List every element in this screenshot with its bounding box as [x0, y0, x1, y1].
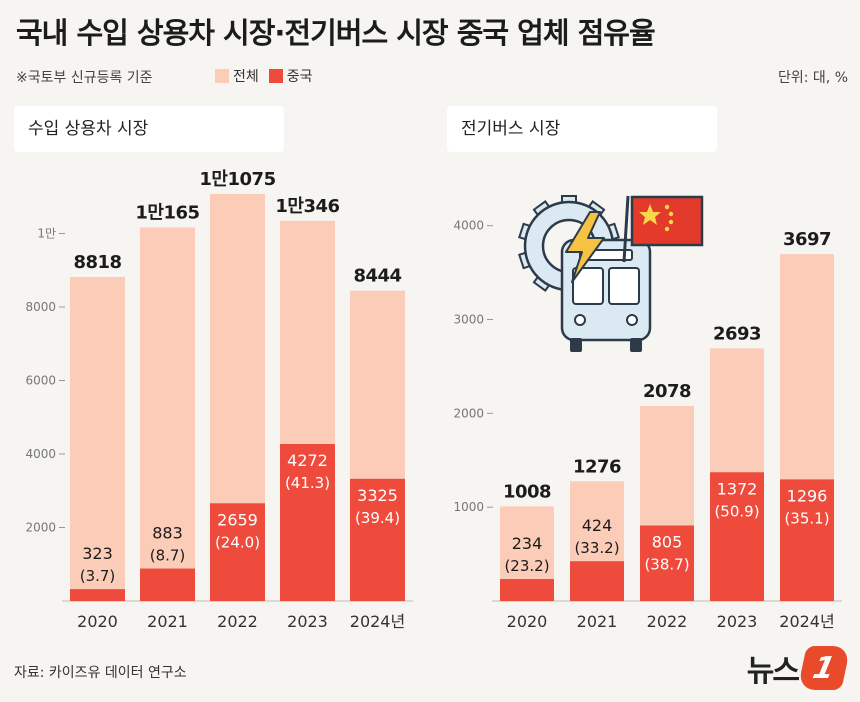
ebus-china-share: (38.7) [644, 555, 689, 573]
commercial-ytick-label: 8000 [25, 300, 56, 314]
ebus-category-label: 2023 [717, 612, 758, 631]
commercial-bar-total [70, 276, 125, 601]
flag-star-small [668, 211, 674, 217]
legend-item-total: 전체 [215, 66, 259, 86]
ebus-bar-china [640, 525, 694, 601]
commercial-bar-china [350, 478, 405, 601]
data-basis-note: ※국토부 신규등록 기준 [16, 70, 153, 86]
commercial-china-share: (8.7) [150, 547, 186, 565]
ebus-total-label: 3697 [783, 229, 831, 250]
commercial-category-label: 2021 [147, 612, 188, 631]
ebus-total-label: 1276 [573, 456, 621, 477]
lightning-icon [565, 211, 605, 283]
commercial-china-share: (41.3) [285, 474, 330, 492]
china-flag-icon [630, 195, 704, 247]
commercial-bar-china [280, 444, 335, 601]
ebus-bar-china [570, 561, 624, 601]
ebus-china-share: (35.1) [784, 509, 829, 527]
commercial-total-label: 1만346 [275, 196, 339, 217]
commercial-category-label: 2023 [287, 612, 328, 631]
legend-swatch-china [268, 69, 283, 83]
commercial-bar-china [140, 568, 195, 601]
page-title: 국내 수입 상용차 시장·전기버스 시장 중국 업체 점유율 [16, 16, 656, 50]
panel-title-commercial: 수입 상용차 시장 [14, 106, 284, 152]
ebus-category-label: 2021 [577, 612, 618, 631]
ebus-total-label: 2693 [713, 323, 761, 344]
bus-wheel-left [570, 338, 582, 352]
commercial-total-label: 1만1075 [199, 169, 275, 190]
commercial-china-label: 2659 [217, 510, 258, 529]
commercial-china-share: (39.4) [355, 509, 400, 527]
flag-star-small [668, 219, 674, 225]
commercial-total-label: 1만165 [135, 202, 199, 223]
flag-star-large [639, 204, 661, 225]
commercial-ytick-label: 4000 [25, 447, 56, 461]
logo-text: 뉴스 [746, 654, 800, 689]
bus-headlight-right [626, 314, 638, 326]
commercial-china-share: (24.0) [215, 533, 260, 551]
ebus-bar-china [710, 472, 764, 601]
commercial-china-label: 3325 [357, 486, 398, 505]
ebus-china-label: 234 [512, 534, 543, 553]
commercial-total-label: 8444 [353, 266, 401, 287]
unit-label: 단위: 대, % [777, 70, 848, 86]
flag-star-small [664, 226, 670, 232]
bus-wheel-right [630, 338, 642, 352]
ebus-ytick-label: 4000 [453, 219, 484, 233]
news1-logo: 뉴스 1 [746, 646, 851, 690]
commercial-category-label: 2024년 [350, 612, 405, 631]
commercial-category-label: 2020 [77, 612, 118, 631]
ebus-ytick-label: 2000 [453, 406, 484, 420]
ebus-category-label: 2022 [647, 612, 688, 631]
ebus-china-label: 1372 [717, 479, 758, 498]
commercial-ytick-label: 2000 [25, 521, 56, 535]
commercial-ytick-label: 6000 [25, 374, 56, 388]
electric-bus-illustration-icon [518, 195, 704, 352]
ebus-category-label: 2020 [507, 612, 548, 631]
commercial-china-label: 4272 [287, 451, 328, 470]
commercial-bar-china [70, 589, 125, 601]
ebus-china-label: 424 [582, 516, 613, 535]
panel-title-ebus: 전기버스 시장 [447, 106, 717, 152]
ebus-china-share: (23.2) [504, 557, 549, 575]
ebus-china-share: (50.9) [714, 502, 759, 520]
commercial-bar-total [140, 227, 195, 601]
ebus-china-label: 1296 [787, 486, 828, 505]
ebus-china-share: (33.2) [574, 539, 619, 557]
source-note: 자료: 카이즈유 데이터 연구소 [14, 665, 187, 681]
commercial-bar-china [210, 503, 265, 601]
legend-label-total: 전체 [233, 69, 259, 85]
ebus-ytick-label: 1000 [453, 500, 484, 514]
commercial-china-label: 883 [152, 524, 183, 543]
flag-pole [622, 195, 630, 263]
bus-window-right [608, 267, 640, 305]
flag-star-small [664, 204, 670, 210]
commercial-ytick-label: 1만 [37, 227, 56, 241]
ebus-china-label: 805 [652, 532, 683, 551]
logo-mark-icon: 1 [797, 646, 851, 690]
ebus-ytick-label: 3000 [453, 313, 484, 327]
commercial-china-label: 323 [82, 544, 113, 563]
ebus-category-label: 2024년 [779, 612, 834, 631]
legend: 전체 중국 [215, 66, 323, 86]
ebus-total-label: 1008 [503, 481, 551, 502]
logo-mark-text: 1 [809, 650, 839, 686]
legend-swatch-total [215, 69, 229, 83]
legend-item-china: 중국 [268, 66, 313, 86]
commercial-total-label: 8818 [73, 252, 121, 273]
bus-window-left [572, 267, 604, 305]
ebus-bar-china [780, 479, 834, 601]
ebus-bar-china [500, 579, 554, 601]
bus-headlight-left [574, 314, 586, 326]
legend-label-china: 중국 [286, 69, 313, 85]
commercial-china-share: (3.7) [80, 567, 116, 585]
commercial-category-label: 2022 [217, 612, 258, 631]
ebus-total-label: 2078 [643, 381, 691, 402]
